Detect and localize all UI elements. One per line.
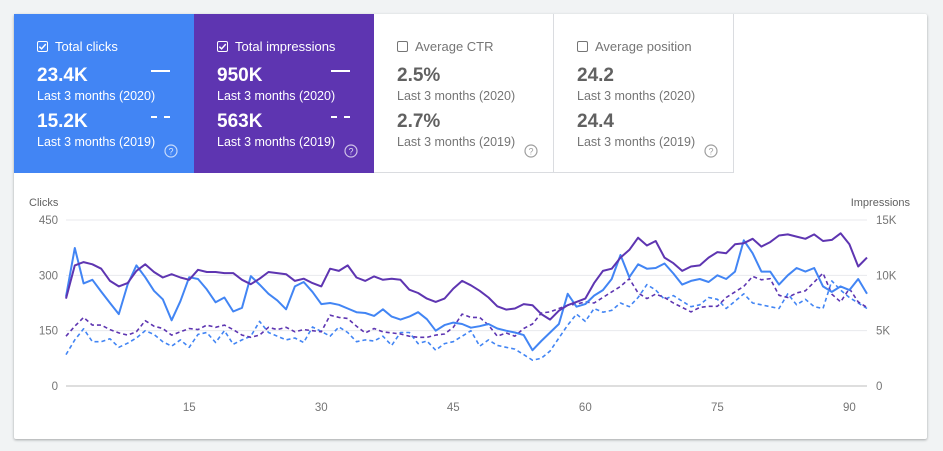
average-position-previous-period: Last 3 months (2019): [577, 135, 696, 149]
average-ctr-current-period: Last 3 months (2020): [397, 89, 516, 103]
total-clicks-previous-value: 15.2K: [37, 111, 88, 132]
checkbox-unchecked-icon[interactable]: [577, 41, 588, 52]
clicks-previous-series-line: [65, 280, 868, 361]
average-ctr-previous-period: Last 3 months (2019): [397, 135, 516, 149]
x-tick-label: 90: [843, 402, 856, 414]
help-icon[interactable]: ?: [704, 144, 718, 158]
x-tick-label: 45: [447, 402, 460, 414]
metric-cards: Total clicks 23.4K Last 3 months (2020) …: [14, 14, 927, 173]
average-ctr-header: Average CTR: [397, 39, 494, 54]
x-tick-label: 60: [579, 402, 592, 414]
left-tick-label: 300: [39, 270, 58, 282]
impressions-previous-series-line: [65, 272, 868, 339]
average-position-header: Average position: [577, 39, 692, 54]
average-position-current-period: Last 3 months (2020): [577, 89, 696, 103]
total-impressions-header: Total impressions: [217, 39, 335, 54]
left-axis-title: Clicks: [29, 197, 59, 209]
total-impressions-current-value: 950K: [217, 65, 263, 86]
right-tick-label: 15K: [876, 215, 897, 227]
clicks-current-series-line: [65, 239, 868, 352]
left-tick-label: 0: [52, 381, 58, 393]
help-icon[interactable]: ?: [164, 144, 178, 158]
solid-line-legend-icon: [331, 70, 350, 72]
dashed-line-legend-icon: [331, 116, 350, 118]
total-clicks-card[interactable]: Total clicks 23.4K Last 3 months (2020) …: [14, 14, 194, 173]
right-tick-label: 0: [876, 381, 882, 393]
average-position-previous-value: 24.4: [577, 111, 614, 132]
right-axis-title: Impressions: [850, 197, 910, 209]
total-impressions-label: Total impressions: [235, 39, 336, 54]
dashed-line-legend-icon: [151, 116, 170, 118]
average-ctr-previous-value: 2.7%: [397, 111, 441, 132]
checkbox-checked-icon[interactable]: [217, 41, 228, 52]
svg-text:?: ?: [348, 146, 353, 156]
performance-panel: Total clicks 23.4K Last 3 months (2020) …: [14, 14, 927, 439]
total-clicks-label: Total clicks: [55, 39, 118, 54]
right-tick-label: 5K: [876, 326, 890, 338]
line-chart[interactable]: 0 0 150 5K 300 10K 450 15K 15 30 45 60 75 90: [14, 173, 927, 439]
average-ctr-card[interactable]: Average CTR 2.5% Last 3 months (2020) 2.…: [374, 14, 554, 173]
svg-text:?: ?: [528, 146, 533, 156]
average-position-card[interactable]: Average position 24.2 Last 3 months (202…: [554, 14, 734, 173]
svg-text:?: ?: [168, 146, 173, 156]
total-clicks-header: Total clicks: [37, 39, 118, 54]
average-ctr-label: Average CTR: [415, 39, 494, 54]
total-impressions-previous-value: 563K: [217, 111, 263, 132]
average-ctr-current-value: 2.5%: [397, 65, 441, 86]
total-impressions-current-period: Last 3 months (2020): [217, 89, 336, 103]
x-tick-label: 30: [315, 402, 328, 414]
impressions-current-series-line: [65, 232, 868, 321]
left-tick-label: 150: [39, 326, 58, 338]
x-tick-label: 75: [711, 402, 724, 414]
help-icon[interactable]: ?: [344, 144, 358, 158]
total-clicks-current-value: 23.4K: [37, 65, 88, 86]
help-icon[interactable]: ?: [524, 144, 538, 158]
average-position-label: Average position: [595, 39, 692, 54]
x-tick-label: 15: [183, 402, 196, 414]
checkbox-unchecked-icon[interactable]: [397, 41, 408, 52]
total-impressions-previous-period: Last 3 months (2019): [217, 135, 336, 149]
average-position-current-value: 24.2: [577, 65, 614, 86]
total-clicks-current-period: Last 3 months (2020): [37, 89, 156, 103]
performance-chart: Clicks Impressions 0 0 150 5K 300 10K 450 15K 15…: [14, 173, 927, 439]
total-clicks-previous-period: Last 3 months (2019): [37, 135, 156, 149]
total-impressions-card[interactable]: Total impressions 950K Last 3 months (20…: [194, 14, 374, 173]
checkbox-checked-icon[interactable]: [37, 41, 48, 52]
right-tick-label: 10K: [876, 270, 897, 282]
left-tick-label: 450: [39, 215, 58, 227]
svg-text:?: ?: [708, 146, 713, 156]
solid-line-legend-icon: [151, 70, 170, 72]
